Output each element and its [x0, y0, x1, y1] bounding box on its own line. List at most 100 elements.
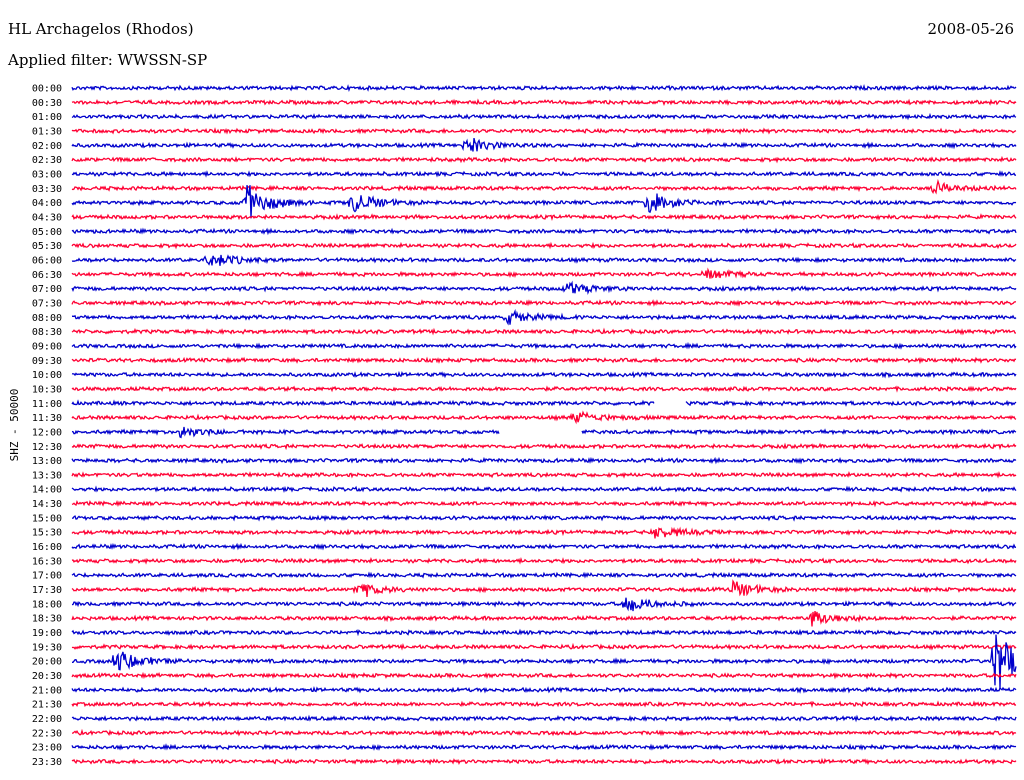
- row-label-1400: 14:00: [32, 485, 62, 496]
- trace-0330: [71, 178, 1017, 195]
- row-label-2000: 20:00: [32, 657, 62, 668]
- trace-2230: [72, 728, 1017, 737]
- trace-0400: [71, 185, 1017, 219]
- row-label-1000: 10:00: [32, 370, 62, 381]
- trace-1600: [71, 542, 1017, 551]
- row-label-0930: 09:30: [32, 356, 62, 367]
- trace-2030: [71, 671, 1017, 680]
- trace-2130: [71, 700, 1017, 709]
- row-label-1030: 10:30: [32, 384, 62, 395]
- trace-0700: [71, 280, 1017, 296]
- trace-1130: [71, 410, 1017, 425]
- row-label-0500: 05:00: [32, 227, 62, 238]
- row-label-1830: 18:30: [32, 614, 62, 625]
- row-label-0100: 01:00: [32, 112, 62, 123]
- trace-1430: [71, 499, 1017, 508]
- row-label-0330: 03:30: [32, 184, 62, 195]
- row-label-2030: 20:30: [32, 671, 62, 682]
- date-label: 2008-05-26: [927, 20, 1014, 38]
- trace-1730: [71, 579, 1017, 597]
- row-label-2230: 22:30: [32, 728, 62, 739]
- row-label-0230: 02:30: [32, 155, 62, 166]
- row-label-0730: 07:30: [32, 298, 62, 309]
- row-label-1200: 12:00: [32, 427, 62, 438]
- trace-0300: [71, 170, 1017, 178]
- row-label-1100: 11:00: [32, 399, 62, 410]
- row-label-2300: 23:00: [32, 743, 62, 754]
- trace-0900: [71, 341, 1017, 350]
- row-label-0700: 07:00: [32, 284, 62, 295]
- trace-0230: [71, 155, 1017, 164]
- trace-1200: [71, 426, 1017, 439]
- trace-1800: [71, 597, 1017, 612]
- trace-2000: [72, 634, 1017, 689]
- row-label-0830: 08:30: [32, 327, 62, 338]
- trace-0430: [71, 213, 1017, 221]
- row-label-0200: 02:00: [32, 141, 62, 152]
- row-label-1130: 11:30: [32, 413, 62, 424]
- trace-1930: [71, 642, 1017, 651]
- row-label-1800: 18:00: [32, 599, 62, 610]
- trace-2330: [71, 757, 1017, 766]
- trace-0500: [71, 227, 1017, 236]
- trace-1700: [71, 571, 1017, 579]
- row-label-1630: 16:30: [32, 556, 62, 567]
- row-label-0530: 05:30: [32, 241, 62, 252]
- trace-0930: [71, 356, 1017, 365]
- trace-0600: [71, 254, 1017, 266]
- trace-1830: [71, 610, 1017, 627]
- trace-0530: [71, 241, 1017, 250]
- station-title: HL Archagelos (Rhodos): [8, 20, 194, 38]
- row-label-0300: 03:00: [32, 169, 62, 180]
- trace-0800: [71, 308, 1017, 326]
- trace-2100: [71, 686, 1017, 694]
- trace-1230: [71, 442, 1017, 451]
- trace-0130: [71, 127, 1017, 135]
- row-label-0030: 00:30: [32, 98, 62, 109]
- row-label-1530: 15:30: [32, 528, 62, 539]
- row-label-0630: 06:30: [32, 270, 62, 281]
- row-label-1330: 13:30: [32, 470, 62, 481]
- trace-1400: [71, 485, 1017, 493]
- trace-1030: [71, 385, 1017, 393]
- trace-0030: [71, 98, 1017, 107]
- row-label-1500: 15:00: [32, 513, 62, 524]
- row-label-2330: 23:30: [32, 757, 62, 768]
- row-label-1300: 13:00: [32, 456, 62, 467]
- trace-0630: [71, 267, 1017, 279]
- trace-0830: [71, 327, 1016, 336]
- trace-0200: [71, 137, 1017, 152]
- row-label-1230: 12:30: [32, 442, 62, 453]
- row-label-2200: 22:00: [32, 714, 62, 725]
- trace-1630: [71, 556, 1017, 565]
- row-label-1730: 17:30: [32, 585, 62, 596]
- row-label-2130: 21:30: [32, 700, 62, 711]
- row-label-1430: 14:30: [32, 499, 62, 510]
- trace-2300: [71, 743, 1017, 751]
- trace-1330: [71, 470, 1017, 479]
- trace-1500: [71, 514, 1016, 522]
- row-label-0400: 04:00: [32, 198, 62, 209]
- trace-1000: [71, 370, 1017, 379]
- row-label-1700: 17:00: [32, 571, 62, 582]
- trace-0100: [71, 112, 1017, 121]
- filter-label: Applied filter: WWSSN-SP: [8, 51, 208, 69]
- row-label-1930: 19:30: [32, 642, 62, 653]
- row-label-0130: 01:30: [32, 126, 62, 137]
- trace-1530: [71, 526, 1017, 539]
- trace-0000: [71, 83, 1017, 92]
- trace-2200: [71, 714, 1017, 723]
- row-label-0800: 08:00: [32, 313, 62, 324]
- trace-1900: [71, 628, 1017, 637]
- row-label-0430: 04:30: [32, 212, 62, 223]
- trace-0730: [71, 299, 1017, 307]
- row-label-1900: 19:00: [32, 628, 62, 639]
- row-label-0900: 09:00: [32, 341, 62, 352]
- row-label-0000: 00:00: [32, 84, 62, 95]
- row-label-1600: 16:00: [32, 542, 62, 553]
- row-label-0600: 06:00: [32, 255, 62, 266]
- trace-1100: [71, 399, 1017, 408]
- row-label-2100: 21:00: [32, 685, 62, 696]
- trace-1300: [71, 456, 1017, 465]
